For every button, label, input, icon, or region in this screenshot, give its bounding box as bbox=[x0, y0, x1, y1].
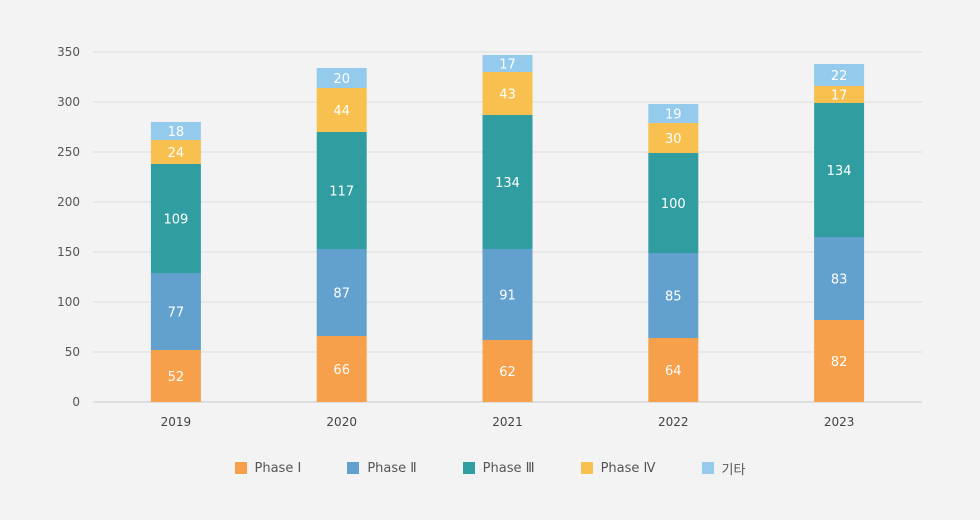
data-label: 20 bbox=[333, 72, 350, 87]
legend-item: Phase Ⅳ bbox=[580, 460, 656, 476]
y-tick-label: 150 bbox=[57, 245, 80, 259]
bar-segment bbox=[316, 68, 367, 88]
data-label: 17 bbox=[499, 58, 516, 73]
data-label: 17 bbox=[831, 89, 848, 104]
bar-segment bbox=[316, 132, 367, 249]
bar-segment bbox=[648, 338, 699, 402]
data-label: 83 bbox=[831, 273, 848, 288]
legend-item: 기타 bbox=[701, 459, 746, 478]
bar-segment bbox=[814, 86, 865, 103]
legend-label: 기타 bbox=[721, 462, 746, 478]
bar-segment bbox=[482, 115, 533, 249]
y-tick-label: 50 bbox=[65, 345, 80, 359]
x-tick-label: 2020 bbox=[326, 415, 357, 429]
bar-segment bbox=[648, 123, 699, 153]
x-tick-label: 2023 bbox=[824, 415, 855, 429]
bar-segment bbox=[814, 237, 865, 320]
data-label: 24 bbox=[168, 146, 185, 161]
legend-label: Phase Ⅳ bbox=[600, 460, 656, 476]
chart-legend: Phase Ⅰ Phase Ⅱ Phase Ⅲ Phase Ⅳ 기타 bbox=[0, 458, 980, 478]
legend-label: Phase Ⅰ bbox=[254, 460, 302, 476]
legend-label: Phase Ⅲ bbox=[482, 460, 535, 476]
data-label: 52 bbox=[168, 370, 185, 385]
bar-segment bbox=[648, 153, 699, 253]
data-label: 44 bbox=[333, 104, 350, 119]
bar-segment bbox=[316, 88, 367, 132]
data-label: 100 bbox=[661, 197, 686, 212]
bar-segment bbox=[482, 340, 533, 402]
legend-item: Phase Ⅲ bbox=[462, 460, 535, 476]
y-tick-label: 200 bbox=[57, 195, 80, 209]
bar-segment bbox=[150, 273, 201, 350]
bar-segment bbox=[316, 249, 367, 336]
legend-swatch bbox=[462, 462, 475, 474]
y-tick-label: 250 bbox=[57, 145, 80, 159]
data-label: 134 bbox=[495, 176, 520, 191]
x-tick-label: 2019 bbox=[161, 415, 192, 429]
data-label: 43 bbox=[499, 88, 516, 103]
data-label: 66 bbox=[333, 363, 350, 378]
data-label: 117 bbox=[329, 185, 354, 200]
legend-swatch bbox=[580, 462, 593, 474]
x-tick-label: 2021 bbox=[492, 415, 523, 429]
bar-segment bbox=[814, 320, 865, 402]
legend-item: Phase Ⅰ bbox=[234, 460, 302, 476]
legend-label: Phase Ⅱ bbox=[367, 460, 417, 476]
x-tick-label: 2022 bbox=[658, 415, 689, 429]
data-label: 62 bbox=[499, 365, 516, 380]
legend-swatch bbox=[234, 462, 247, 474]
data-label: 22 bbox=[831, 69, 848, 84]
bar-segment bbox=[316, 336, 367, 402]
legend-swatch bbox=[701, 462, 714, 474]
data-label: 77 bbox=[168, 306, 185, 321]
data-label: 64 bbox=[665, 364, 682, 379]
data-label: 18 bbox=[168, 125, 185, 140]
y-tick-label: 0 bbox=[72, 395, 80, 409]
y-tick-label: 300 bbox=[57, 95, 80, 109]
legend-swatch bbox=[347, 462, 360, 474]
chart-svg: 0501001502002503003505277109241820196687… bbox=[57, 45, 922, 429]
data-label: 91 bbox=[499, 289, 516, 304]
data-label: 134 bbox=[827, 164, 852, 179]
data-label: 87 bbox=[333, 287, 350, 302]
bar-segment bbox=[648, 104, 699, 123]
bar-segment bbox=[648, 253, 699, 338]
bar-segment bbox=[482, 249, 533, 340]
legend-item: Phase Ⅱ bbox=[347, 460, 417, 476]
bar-segment bbox=[482, 55, 533, 72]
bar-segment bbox=[814, 103, 865, 237]
bar-segment bbox=[150, 164, 201, 273]
y-tick-label: 350 bbox=[57, 45, 80, 59]
data-label: 30 bbox=[665, 132, 682, 147]
bar-segment bbox=[814, 64, 865, 86]
data-label: 85 bbox=[665, 290, 682, 305]
bar-segment bbox=[482, 72, 533, 115]
data-label: 82 bbox=[831, 355, 848, 370]
bar-segment bbox=[150, 122, 201, 140]
y-tick-label: 100 bbox=[57, 295, 80, 309]
data-label: 109 bbox=[163, 213, 188, 228]
bar-segment bbox=[150, 140, 201, 164]
data-label: 19 bbox=[665, 108, 682, 123]
bar-segment bbox=[150, 350, 201, 402]
